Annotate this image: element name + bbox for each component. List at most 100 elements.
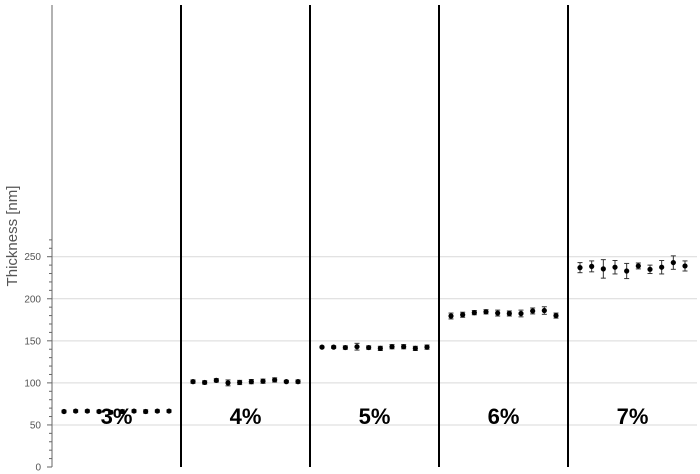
point-marker	[108, 409, 114, 415]
data-point	[166, 408, 172, 414]
data-point	[670, 255, 676, 270]
data-point	[319, 344, 325, 350]
data-point	[84, 408, 90, 414]
data-point	[190, 379, 196, 385]
data-point	[389, 344, 395, 350]
point-marker	[366, 344, 372, 351]
data-point	[131, 408, 137, 414]
data-point	[61, 408, 67, 415]
point-marker	[319, 344, 325, 350]
point-marker	[471, 310, 477, 316]
point-marker	[61, 408, 67, 415]
point-marker	[295, 379, 301, 385]
point-marker	[647, 266, 653, 272]
data-point	[612, 259, 618, 275]
point-marker	[119, 408, 125, 415]
data-point	[600, 259, 606, 279]
data-point	[541, 306, 547, 315]
data-point	[213, 377, 219, 383]
point-marker	[237, 379, 243, 386]
group-dividers	[180, 5, 569, 467]
point-marker	[248, 379, 254, 385]
point-marker	[530, 308, 536, 314]
data-point	[283, 379, 289, 385]
point-marker	[577, 265, 583, 271]
data-point	[225, 379, 231, 387]
point-marker	[389, 344, 395, 350]
data-point	[154, 408, 160, 414]
point-marker	[84, 408, 90, 414]
data-point	[412, 345, 418, 351]
data-point	[530, 307, 536, 315]
point-marker	[202, 379, 208, 386]
data-point	[647, 264, 653, 275]
point-marker	[670, 259, 676, 266]
point-marker	[600, 266, 606, 272]
point-marker	[589, 263, 595, 269]
data-point	[471, 310, 477, 316]
point-marker	[495, 310, 501, 316]
data-point	[108, 409, 114, 415]
point-marker	[460, 312, 466, 318]
data-point	[272, 377, 278, 383]
point-marker	[377, 345, 383, 351]
y-tick-label: 200	[24, 294, 41, 305]
group-label: 3%	[101, 404, 133, 429]
y-tick-label: 250	[24, 252, 41, 263]
data-point	[143, 408, 149, 415]
y-axis-title: Thickness [nm]	[4, 186, 21, 287]
point-marker	[154, 408, 160, 414]
point-marker	[354, 344, 360, 350]
point-marker	[283, 379, 289, 385]
point-marker	[659, 264, 665, 270]
y-tick-label: 0	[35, 463, 41, 474]
point-marker	[225, 380, 231, 386]
data-point	[624, 262, 630, 280]
point-marker	[412, 345, 418, 351]
data-point	[202, 379, 208, 386]
point-marker	[518, 310, 524, 317]
data-point	[366, 344, 372, 351]
point-marker	[612, 264, 618, 270]
data-point	[119, 408, 125, 415]
data-point	[342, 344, 348, 351]
data-point	[377, 345, 383, 351]
point-marker	[331, 344, 337, 350]
data-point	[553, 312, 559, 319]
point-marker	[342, 344, 348, 351]
data-point	[483, 309, 489, 315]
data-point	[448, 312, 454, 320]
data-point	[260, 378, 266, 384]
data-point	[295, 379, 301, 385]
point-marker	[213, 377, 219, 383]
data-point	[589, 260, 595, 273]
point-marker	[260, 378, 266, 384]
data-point	[331, 344, 337, 350]
point-marker	[483, 309, 489, 315]
point-marker	[682, 263, 688, 269]
data-point	[635, 262, 641, 270]
data-points	[61, 255, 688, 415]
point-marker	[73, 408, 79, 414]
data-point	[354, 342, 360, 351]
point-marker	[506, 310, 512, 317]
y-tick-label: 50	[30, 420, 42, 431]
point-marker	[635, 263, 641, 269]
data-point	[506, 310, 512, 317]
data-point	[659, 259, 665, 275]
data-point	[96, 408, 102, 415]
point-marker	[190, 379, 196, 385]
point-marker	[401, 344, 407, 350]
group-label: 7%	[617, 404, 649, 429]
data-point	[577, 262, 583, 274]
point-marker	[541, 307, 547, 314]
data-point	[460, 311, 466, 318]
group-label: 4%	[230, 404, 262, 429]
data-point	[518, 309, 524, 318]
point-marker	[131, 408, 137, 414]
point-marker	[272, 377, 278, 383]
y-tick-label: 150	[24, 336, 41, 347]
data-point	[682, 260, 688, 272]
data-point	[401, 344, 407, 350]
